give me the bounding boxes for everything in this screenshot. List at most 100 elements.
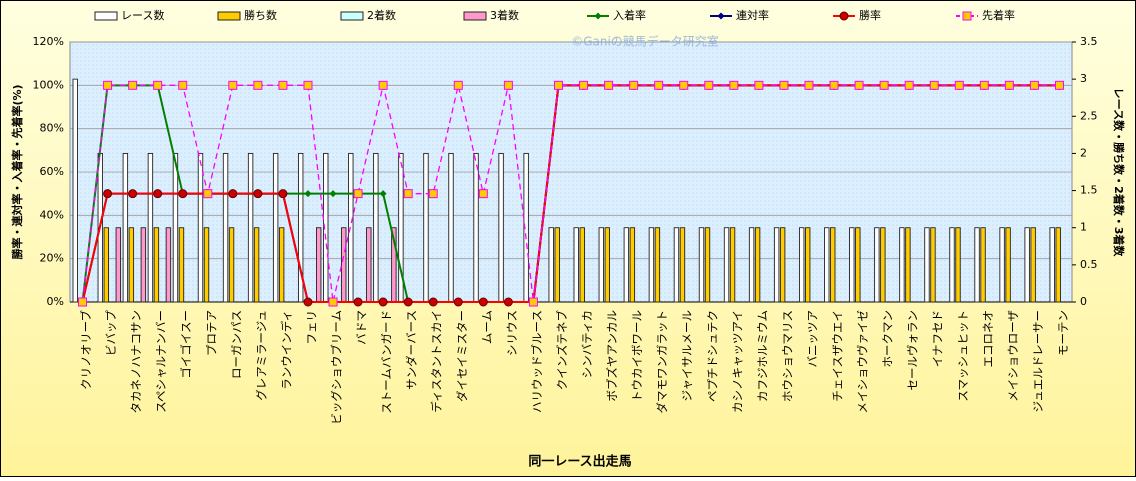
bar — [1055, 227, 1061, 303]
legend-label: レース数 — [121, 9, 164, 22]
x-tick-label: ジャイサルメール — [680, 310, 694, 401]
bar — [679, 227, 686, 303]
x-tick-label: クインズテネブ — [555, 310, 569, 391]
x-tick-label: セールヴォラン — [906, 310, 920, 391]
point — [453, 297, 463, 307]
y2-tick-label: 3 — [1080, 72, 1087, 85]
bar — [128, 227, 135, 303]
x-tick-label: バドマ — [355, 310, 369, 345]
point — [203, 189, 213, 199]
bar — [673, 227, 680, 303]
bar — [228, 227, 235, 303]
bar — [498, 152, 504, 303]
bar — [949, 227, 955, 303]
point — [579, 80, 589, 90]
bar — [222, 152, 229, 303]
point — [228, 80, 238, 90]
point — [629, 80, 639, 90]
y2-tick-label: 2.5 — [1080, 109, 1098, 122]
legend-label: 3着数 — [490, 8, 519, 22]
bar — [1049, 227, 1055, 303]
x-tick-label: ローガンパス — [229, 310, 243, 379]
y2-tick-label: 1 — [1080, 221, 1087, 234]
y-tick-label: 60% — [40, 165, 64, 178]
bar — [924, 227, 930, 303]
y-tick-label: 40% — [40, 208, 64, 221]
bar — [773, 227, 780, 303]
bar — [298, 152, 304, 303]
point — [379, 190, 387, 198]
point — [704, 80, 714, 90]
bar — [623, 227, 630, 303]
point — [1004, 80, 1014, 90]
point — [654, 80, 664, 90]
point — [353, 297, 363, 307]
bar — [748, 227, 755, 303]
point — [679, 80, 689, 90]
point — [904, 80, 914, 90]
bar — [278, 227, 285, 303]
bar — [723, 227, 730, 303]
x-tick-label: シリウス — [505, 310, 519, 356]
x-axis-title: 同一レース出走馬 — [528, 454, 631, 470]
point — [403, 189, 413, 199]
bar — [1030, 227, 1036, 303]
y2-tick-label: 0.5 — [1080, 258, 1098, 271]
point — [979, 80, 989, 90]
bar — [830, 227, 836, 303]
bar — [604, 227, 610, 303]
point — [503, 80, 513, 90]
bar — [805, 227, 811, 303]
point — [804, 80, 814, 90]
x-tick-label: ジュエルドレーサー — [1031, 310, 1045, 412]
x-tick-label: フェリ — [304, 310, 318, 345]
x-tick-label: ペプチドシュテク — [705, 310, 719, 402]
point — [403, 297, 413, 307]
bar — [272, 152, 279, 303]
point — [78, 297, 88, 307]
bar — [579, 227, 585, 303]
bar — [548, 227, 554, 303]
x-tick-label: シンバティカ — [580, 310, 594, 378]
bar — [654, 227, 661, 303]
x-tick-label: チェイスザウエイ — [831, 310, 845, 402]
y-tick-label: 120% — [33, 35, 64, 48]
line — [81, 84, 1060, 303]
y2-tick-label: 1.5 — [1080, 184, 1098, 197]
x-tick-label: ホウショウマリス — [780, 310, 794, 402]
bar — [849, 227, 855, 303]
point — [1054, 80, 1064, 90]
y2-tick-label: 0 — [1080, 295, 1087, 308]
bar — [423, 152, 429, 303]
point — [779, 80, 789, 90]
x-tick-label: ディスタントスカイ — [430, 310, 444, 413]
bar — [629, 227, 636, 303]
x-tick-label: ムーム — [480, 310, 494, 344]
x-tick-label: クリノオリーブ — [79, 310, 93, 390]
bar — [122, 152, 129, 303]
point — [178, 80, 188, 90]
x-tick-label: メイショウヴァイゼ — [856, 310, 870, 414]
legend-marker — [962, 11, 972, 21]
bar — [899, 227, 905, 303]
x-tick-label: バニッツア — [805, 310, 819, 368]
x-tick-label: サンダーバース — [405, 310, 419, 390]
y-tick-label: 100% — [33, 78, 64, 91]
y-tick-label: 80% — [40, 122, 64, 135]
point — [278, 189, 288, 199]
legend-marker — [839, 11, 849, 21]
legend-label: 連対率 — [736, 8, 769, 22]
x-tick-label: メイショウローザ — [1006, 310, 1020, 402]
point — [278, 80, 288, 90]
point — [879, 80, 889, 90]
bar — [905, 227, 911, 303]
y2-tick-label: 2 — [1080, 146, 1087, 159]
bar — [165, 227, 172, 303]
point — [378, 80, 388, 90]
bar — [203, 227, 210, 303]
bar — [955, 227, 961, 303]
point — [478, 189, 488, 199]
legend-label: 入着率 — [613, 8, 646, 22]
y-axis-title: 勝率・連対率・入着率・先着率(%) — [10, 84, 24, 259]
